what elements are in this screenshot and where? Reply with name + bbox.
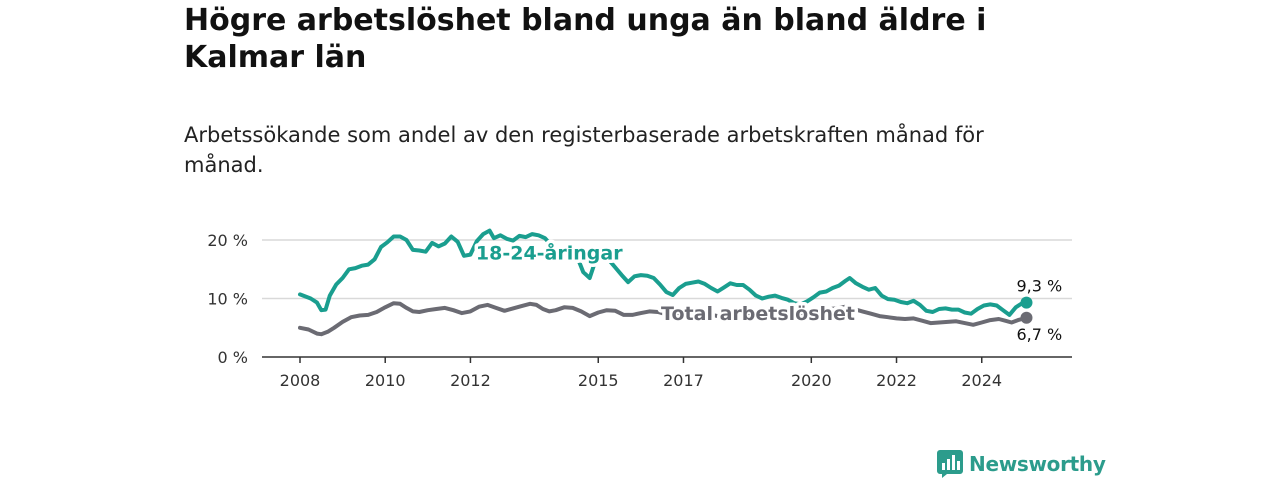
series-label-youth: 18-24-åringar bbox=[476, 240, 623, 264]
newsworthy-logo-icon bbox=[937, 450, 963, 478]
line-chart: 0 % 10 % 20 % 2008 2010 2012 2015 2017 2020 2022 2… bbox=[207, 228, 1072, 390]
end-point-total bbox=[1020, 311, 1033, 324]
y-tick-label: 10 % bbox=[207, 290, 248, 309]
end-point-youth bbox=[1020, 296, 1033, 309]
x-tick-label: 2008 bbox=[280, 371, 321, 390]
brand-name: Newsworthy bbox=[969, 452, 1106, 476]
x-tick-label: 2024 bbox=[961, 371, 1002, 390]
x-tick-label: 2022 bbox=[876, 371, 917, 390]
brand-logo: Newsworthy bbox=[937, 448, 1106, 480]
chart-title: Högre arbetslöshet bland unga än bland ä… bbox=[184, 3, 987, 75]
series-line-total bbox=[298, 301, 1029, 337]
x-tick-label: 2010 bbox=[365, 371, 406, 390]
end-value-label-total: 6,7 % bbox=[1016, 325, 1062, 344]
series-label-total: Total arbetslöshet bbox=[661, 303, 855, 325]
x-tick-label: 2020 bbox=[791, 371, 832, 390]
x-tick-label: 2012 bbox=[450, 371, 491, 390]
y-tick-label: 20 % bbox=[207, 231, 248, 250]
end-value-label-youth: 9,3 % bbox=[1016, 277, 1062, 296]
chart-subtitle: Arbetssökande som andel av den registerb… bbox=[184, 123, 984, 177]
series-line-youth bbox=[298, 228, 1029, 317]
y-tick-label: 0 % bbox=[218, 348, 248, 367]
x-tick-label: 2017 bbox=[663, 371, 704, 390]
x-tick-label: 2015 bbox=[578, 371, 619, 390]
